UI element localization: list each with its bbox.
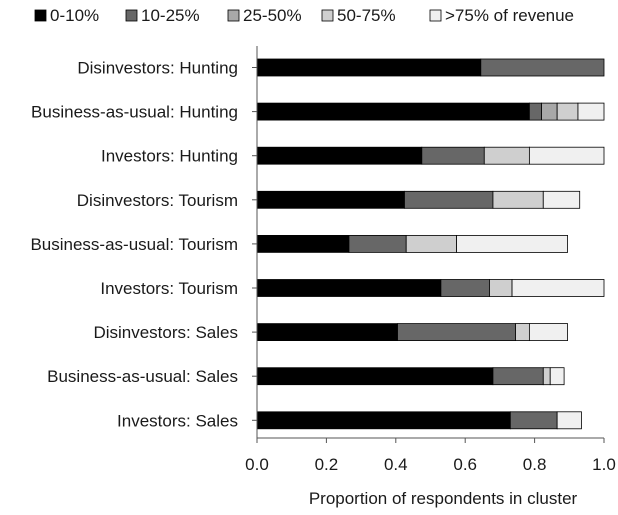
y-tick-label: Business-as-usual: Hunting: [31, 103, 238, 122]
y-tick-label: Disinvestors: Hunting: [77, 59, 238, 78]
y-tick-label: Business-as-usual: Sales: [47, 367, 238, 386]
x-axis-label: Proportion of respondents in cluster: [309, 489, 578, 508]
bar-business-as-usual-hunting-0-10: [256, 102, 530, 121]
legend-label-10-25: 10-25%: [141, 6, 200, 25]
x-tick-label: 0.8: [523, 455, 547, 474]
bar-business-as-usual-hunting-50-75: [556, 102, 579, 121]
bar-business-as-usual-tourism-0-10: [256, 234, 350, 253]
legend: 0-10% 10-25% 25-50% 50-75% >75% of revenue: [34, 6, 574, 25]
y-tick-label: Disinvestors: Tourism: [77, 191, 238, 210]
bar-disinvestors-tourism-50-75: [492, 190, 544, 209]
bar-business-as-usual-hunting-10-25: [528, 102, 542, 121]
bar-business-as-usual-sales-10-25: [492, 367, 544, 386]
y-tick-label: Investors: Sales: [117, 411, 238, 430]
bar-investors-tourism-0-10: [256, 279, 442, 297]
bar-disinvestors-hunting-10-25: [480, 58, 605, 77]
legend-label-0-10: 0-10%: [50, 6, 99, 25]
bar-disinvestors-tourism-75-of-revenue: [542, 190, 581, 209]
x-tick-label: 0.0: [245, 455, 269, 474]
x-tick-label: 0.6: [453, 455, 477, 474]
bar-disinvestors-hunting-0-10: [256, 58, 482, 77]
legend-swatch-10-25: [125, 9, 138, 22]
legend-label-25-50: 25-50%: [243, 6, 302, 25]
bar-investors-tourism-10-25: [440, 279, 490, 297]
bar-disinvestors-sales-50-75: [515, 323, 530, 342]
legend-label-50-75: 50-75%: [337, 6, 396, 25]
bar-business-as-usual-tourism-10-25: [348, 234, 407, 253]
bar-disinvestors-sales-75-of-revenue: [528, 323, 568, 342]
bar-business-as-usual-sales-50-75: [542, 367, 551, 386]
bar-disinvestors-sales-0-10: [256, 323, 398, 342]
legend-swatch-0-10: [34, 9, 47, 22]
x-tick-label: 0.2: [315, 455, 339, 474]
bar-business-as-usual-sales-0-10: [256, 367, 494, 386]
bar-business-as-usual-hunting-75-of-revenue: [577, 102, 605, 121]
bar-business-as-usual-sales-75-of-revenue: [549, 367, 565, 386]
bar-business-as-usual-tourism-75-of-revenue: [456, 234, 568, 253]
y-tick-label: Disinvestors: Sales: [93, 323, 238, 342]
bar-investors-hunting-50-75: [483, 146, 530, 165]
bar-investors-tourism-50-75: [489, 279, 513, 297]
y-tick-label: Business-as-usual: Tourism: [30, 235, 238, 254]
x-tick-label: 1.0: [592, 455, 616, 474]
y-tick-label: Investors: Tourism: [100, 279, 238, 298]
bar-investors-sales-10-25: [509, 411, 558, 430]
bar-investors-sales-75-of-revenue: [556, 411, 582, 430]
bar-investors-tourism-75-of-revenue: [511, 279, 605, 297]
bar-disinvestors-sales-10-25: [397, 323, 516, 342]
bar-investors-sales-0-10: [256, 411, 511, 430]
axes: Disinvestors: Hunting Business-as-usual: …: [30, 46, 616, 474]
legend-label-75-of-revenue: >75% of revenue: [445, 6, 574, 25]
bar-investors-hunting-0-10: [256, 146, 423, 165]
bar-business-as-usual-tourism-50-75: [405, 234, 457, 253]
bar-disinvestors-tourism-10-25: [404, 190, 494, 209]
bar-disinvestors-tourism-0-10: [256, 190, 405, 209]
bar-investors-hunting-10-25: [421, 146, 485, 165]
bars: [256, 58, 605, 430]
x-tick-label: 0.4: [384, 455, 408, 474]
legend-swatch-25-50: [227, 9, 240, 22]
y-tick-label: Investors: Hunting: [101, 147, 238, 166]
bar-business-as-usual-hunting-25-50: [541, 102, 558, 121]
legend-swatch-75-of-revenue: [429, 9, 442, 22]
legend-swatch-50-75: [321, 9, 334, 22]
bar-investors-hunting-75-of-revenue: [528, 146, 605, 165]
